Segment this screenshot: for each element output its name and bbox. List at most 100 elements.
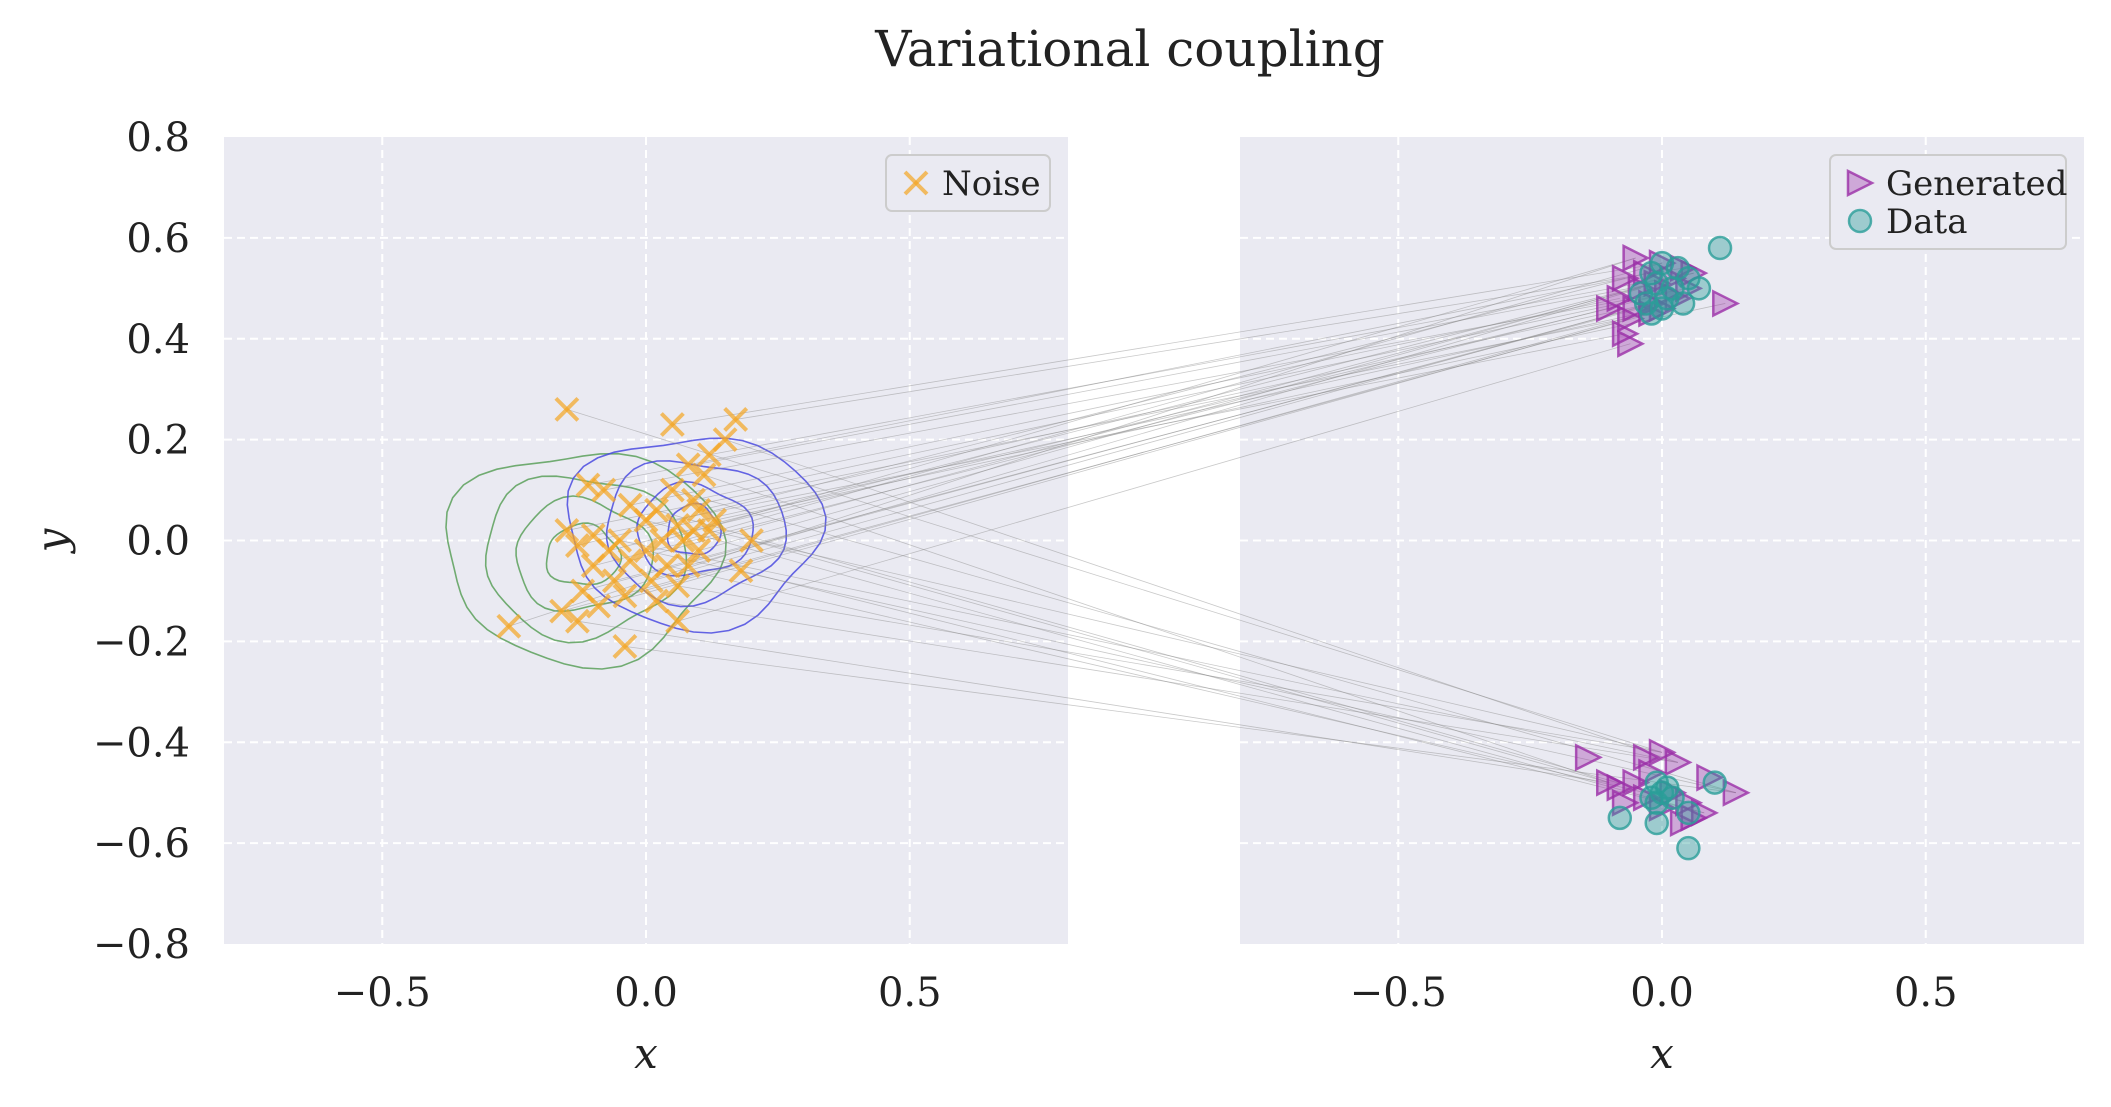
coupling-line xyxy=(587,282,1657,486)
left-panel: −0.5 0.0 0.5 x 0.8 0.6 0.4 0.2 0.0 −0.2 −0.4 −0.6 −0… xyxy=(27,115,1068,1078)
coupling-line xyxy=(645,519,1705,814)
x-tick-label: 0.5 xyxy=(1894,970,1958,1016)
data-point xyxy=(1676,800,1701,826)
noise-point xyxy=(580,553,606,579)
noise-point xyxy=(670,528,696,553)
generated-point xyxy=(1664,748,1693,777)
generated-point xyxy=(1574,743,1603,772)
noise-point xyxy=(696,517,722,543)
data-point xyxy=(1639,301,1664,326)
coupling-line xyxy=(593,333,1626,536)
data-point xyxy=(1644,810,1669,836)
coupling-line xyxy=(682,262,1663,541)
coupling-line xyxy=(709,272,1694,456)
coupling-line xyxy=(630,282,1657,562)
noise-point xyxy=(554,517,580,543)
legend-data-marker xyxy=(1847,208,1873,234)
coupling-line xyxy=(561,313,1652,612)
coupling-line xyxy=(693,292,1668,501)
noise-point xyxy=(649,528,675,553)
data-point xyxy=(1670,291,1696,316)
generated-point xyxy=(1712,289,1741,318)
chart-title: Variational coupling xyxy=(874,20,1385,78)
coupling-line xyxy=(677,343,1631,622)
noise-point xyxy=(686,538,712,564)
coupling-line xyxy=(651,303,1652,582)
legend-generated-marker xyxy=(1846,168,1875,198)
legend-box xyxy=(1829,154,2067,250)
generated-point xyxy=(1617,329,1646,358)
noise-point xyxy=(496,613,522,639)
generated-point xyxy=(1722,778,1751,807)
coupling-line xyxy=(566,408,1663,753)
x-tick-label: 0.0 xyxy=(1630,970,1694,1016)
y-tick-label: 0.6 xyxy=(126,216,190,262)
coupling-line xyxy=(624,308,1663,597)
coupling-line xyxy=(598,318,1631,607)
noise-point xyxy=(549,598,575,624)
y-tick-label: −0.6 xyxy=(93,821,190,867)
coupling-line xyxy=(645,550,1736,794)
noise-point xyxy=(586,593,611,619)
coupling-line xyxy=(714,303,1726,521)
density-contour xyxy=(484,475,688,644)
noise-point xyxy=(665,573,691,599)
coupling-line xyxy=(677,308,1663,526)
y-tick-label: 0.4 xyxy=(126,317,190,363)
coupling-line xyxy=(608,272,1694,551)
noise-point xyxy=(644,588,669,614)
coupling-line xyxy=(693,308,1610,531)
coupling-line xyxy=(577,620,1610,783)
noise-point xyxy=(739,528,764,553)
coupling-line xyxy=(751,540,1610,783)
x-tick-label: −0.5 xyxy=(334,970,431,1016)
noise-point xyxy=(728,558,754,584)
noise-point xyxy=(659,477,685,503)
noise-point xyxy=(633,507,659,533)
coupling-line xyxy=(724,439,1678,763)
legend-label: Data xyxy=(1886,202,1967,242)
coupling-line xyxy=(624,646,1736,794)
generated-point xyxy=(1617,304,1646,333)
data-point xyxy=(1644,790,1669,816)
legend-label: Generated xyxy=(1886,164,2067,204)
noise-point xyxy=(723,407,749,432)
density-contour xyxy=(666,502,722,556)
legend-label: Noise xyxy=(942,164,1041,204)
coupling-line xyxy=(619,540,1678,763)
data-point xyxy=(1686,276,1712,301)
data-point xyxy=(1707,235,1733,261)
coupling-line xyxy=(740,570,1705,814)
coupling-line xyxy=(698,303,1652,511)
y-axis-label: y xyxy=(27,527,76,554)
coupling-line xyxy=(661,257,1636,541)
noise-point xyxy=(617,548,643,574)
coupling-line xyxy=(656,600,1678,763)
x-tick-label: −0.5 xyxy=(1350,970,1447,1016)
coupling-line xyxy=(672,489,1736,794)
coupling-line xyxy=(577,272,1647,546)
coupling-line xyxy=(703,474,1610,783)
noise-point xyxy=(696,442,722,468)
coupling-line xyxy=(688,287,1642,567)
noise-point xyxy=(612,634,638,659)
noise-point xyxy=(659,412,685,437)
noise-point xyxy=(565,533,590,558)
y-tick-label: −0.4 xyxy=(93,720,190,766)
noise-point xyxy=(601,568,627,594)
noise-point xyxy=(575,472,601,498)
x-tick-label: 0.0 xyxy=(614,970,678,1016)
noise-point xyxy=(665,608,691,634)
coupling-line xyxy=(656,509,1689,804)
coupling-line xyxy=(667,565,1689,804)
coupling-line xyxy=(672,262,1663,425)
generated-point xyxy=(1611,264,1640,293)
x-tick-label: 0.5 xyxy=(878,970,942,1016)
data-point xyxy=(1607,805,1633,831)
coupling-line xyxy=(593,292,1668,567)
coupling-line xyxy=(698,277,1673,551)
noise-point xyxy=(554,396,580,422)
x-axis-label: x xyxy=(634,1029,658,1078)
